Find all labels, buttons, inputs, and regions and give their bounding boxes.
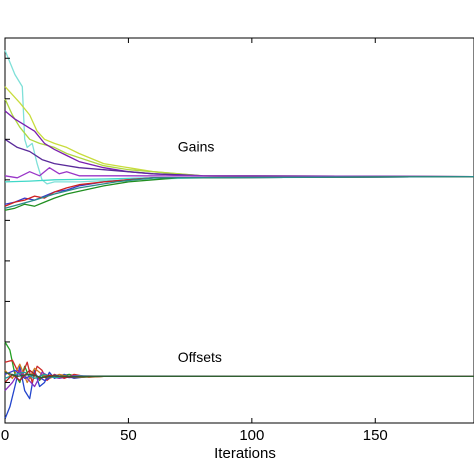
series-line-20 — [4, 371, 474, 379]
series-line-2 — [4, 86, 474, 178]
x-tick-label: 50 — [120, 427, 137, 444]
plot-area — [4, 37, 474, 424]
series-line-3 — [4, 98, 474, 178]
series-line-11 — [4, 175, 474, 209]
annotation-gains: Gains — [178, 138, 215, 154]
x-tick-label: 150 — [363, 427, 388, 444]
x-tick-label: 0 — [1, 427, 9, 444]
axes-layer: 0 50 100 150 — [1, 38, 388, 444]
series-line-10 — [4, 175, 474, 211]
series-line-1 — [4, 49, 474, 185]
series-line-5 — [4, 138, 474, 178]
plot-frame — [4, 37, 474, 424]
series-line-15 — [4, 363, 474, 384]
series-line-8 — [4, 175, 474, 205]
series-line-16 — [4, 369, 474, 392]
annotation-offsets: Offsets — [178, 349, 222, 365]
x-tick-label: 100 — [239, 427, 264, 444]
annotations: Gains Offsets — [178, 138, 222, 365]
series-layer — [4, 49, 474, 420]
series-line-14 — [4, 359, 474, 384]
series-line-6 — [4, 167, 474, 179]
x-axis-title: Iterations — [214, 445, 276, 462]
